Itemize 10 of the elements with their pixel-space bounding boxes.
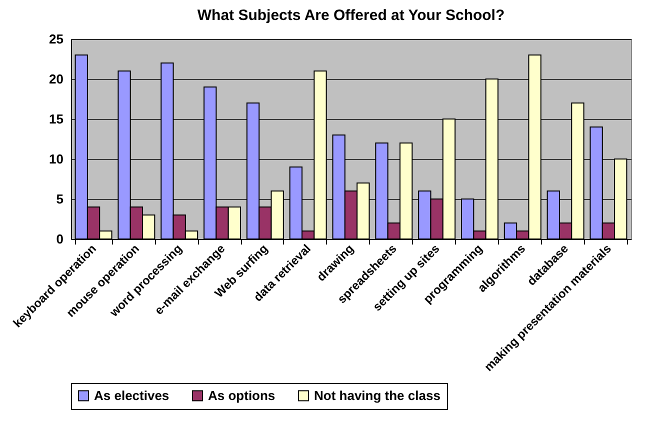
y-tick-label: 0: [56, 232, 64, 246]
y-tick-label: 5: [56, 192, 64, 206]
chart-title: What Subjects Are Offered at Your School?: [197, 7, 505, 24]
legend-label: Not having the class: [314, 388, 440, 403]
y-tick-label: 20: [49, 72, 64, 86]
legend-label: As options: [208, 388, 276, 403]
y-tick-label: 10: [49, 152, 64, 166]
y-tick-label: 15: [49, 112, 64, 126]
legend-label: As electives: [94, 388, 170, 403]
y-tick-label: 25: [49, 32, 64, 46]
